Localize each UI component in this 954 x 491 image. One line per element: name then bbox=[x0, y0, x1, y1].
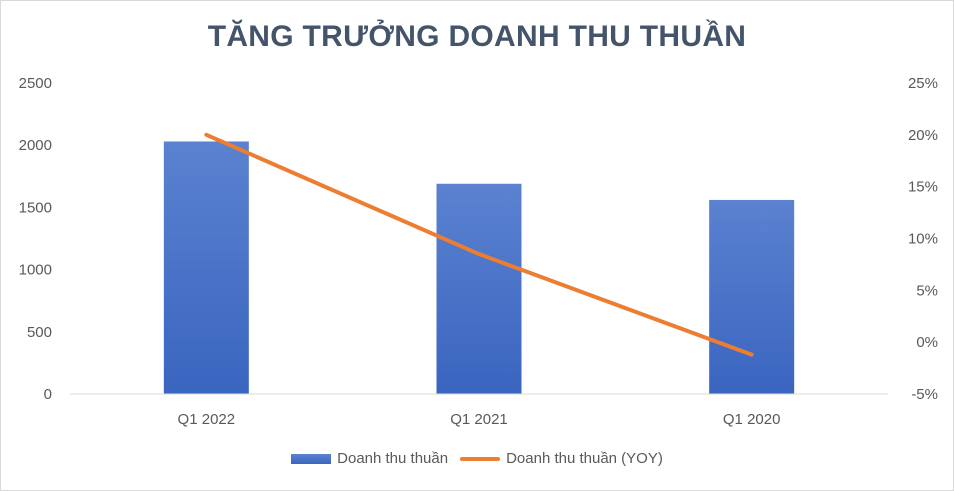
left-axis-tick-label: 2500 bbox=[19, 75, 52, 92]
legend-line-swatch bbox=[460, 456, 501, 461]
legend: Doanh thu thuần Doanh thu thuần (YOY) bbox=[0, 450, 954, 467]
left-axis-tick-label: 1500 bbox=[19, 199, 52, 216]
right-axis-ticks: -5% 0% 5% 10% 15% 20% 25% bbox=[908, 75, 938, 403]
right-axis-tick-label: -5% bbox=[911, 386, 938, 403]
left-axis-tick-label: 500 bbox=[27, 324, 52, 341]
chart-title: TĂNG TRƯỞNG DOANH THU THUẦN bbox=[207, 20, 747, 53]
x-axis-tick-label: Q1 2022 bbox=[178, 411, 236, 428]
bar bbox=[163, 141, 249, 394]
legend-line-label: Doanh thu thuần (YOY) bbox=[506, 450, 663, 467]
x-axis-tick-label: Q1 2021 bbox=[450, 411, 508, 428]
right-axis-tick-label: 10% bbox=[908, 231, 938, 248]
right-axis-tick-label: 20% bbox=[908, 127, 938, 144]
left-axis-tick-label: 2000 bbox=[19, 137, 52, 154]
right-axis-tick-label: 25% bbox=[908, 75, 938, 92]
yoy-line bbox=[204, 132, 754, 357]
legend-bar-swatch bbox=[291, 453, 332, 464]
right-axis-tick-label: 0% bbox=[916, 334, 938, 351]
legend-item-line: Doanh thu thuần (YOY) bbox=[460, 450, 663, 467]
right-axis-tick-label: 15% bbox=[908, 179, 938, 196]
bar-series bbox=[163, 141, 795, 394]
left-axis-tick-label: 1000 bbox=[19, 262, 52, 279]
left-axis-tick-label: 0 bbox=[44, 386, 52, 403]
legend-item-bar: Doanh thu thuần bbox=[291, 450, 448, 467]
bar bbox=[436, 183, 522, 394]
x-axis-tick-label: Q1 2020 bbox=[723, 411, 781, 428]
right-axis-tick-label: 5% bbox=[916, 282, 938, 299]
bar bbox=[709, 199, 795, 394]
legend-bar-label: Doanh thu thuần bbox=[337, 450, 449, 467]
left-axis-ticks: 0 500 1000 1500 2000 2500 bbox=[19, 75, 52, 403]
x-axis-labels: Q1 2022 Q1 2021 Q1 2020 bbox=[178, 411, 781, 428]
line-series bbox=[204, 132, 754, 357]
